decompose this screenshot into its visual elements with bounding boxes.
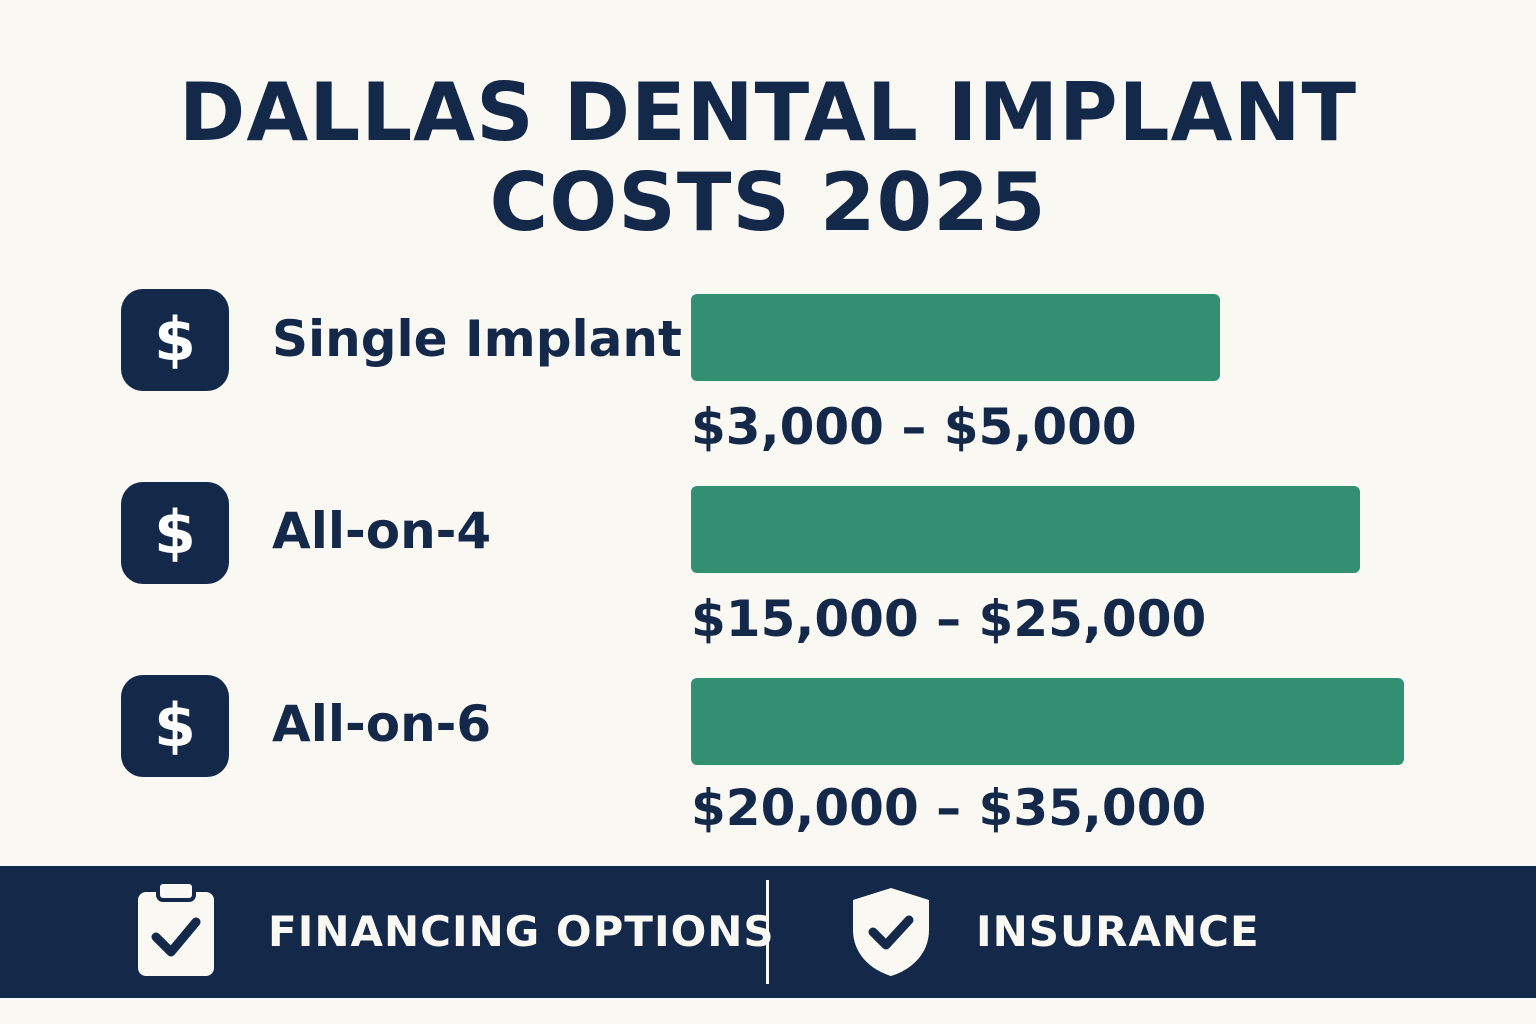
cost-bar bbox=[691, 678, 1404, 765]
footer-divider bbox=[766, 880, 769, 984]
shield-check-icon bbox=[853, 888, 929, 976]
cost-row-all-on-4: $ All-on-4 $15,000 – $25,000 bbox=[0, 482, 1536, 662]
dollar-icon: $ bbox=[121, 482, 229, 584]
insurance-label: INSURANCE bbox=[976, 907, 1260, 956]
dollar-icon: $ bbox=[121, 675, 229, 777]
cost-range-label: $15,000 – $25,000 bbox=[691, 590, 1207, 648]
cost-range-label: $3,000 – $5,000 bbox=[691, 398, 1137, 456]
dollar-icon: $ bbox=[121, 289, 229, 391]
title-line-1: DALLAS DENTAL IMPLANT bbox=[178, 66, 1358, 159]
clipboard-check-icon bbox=[138, 882, 214, 976]
cost-range-label: $20,000 – $35,000 bbox=[691, 779, 1207, 837]
row-label: All-on-4 bbox=[272, 502, 492, 560]
financing-options-label: FINANCING OPTIONS bbox=[268, 907, 775, 956]
row-label: Single Implant bbox=[272, 310, 682, 368]
title-line-2: COSTS 2025 bbox=[489, 156, 1047, 249]
cost-bar bbox=[691, 294, 1220, 381]
page-title: DALLAS DENTAL IMPLANT COSTS 2025 bbox=[0, 68, 1536, 248]
cost-row-all-on-6: $ All-on-6 $20,000 – $35,000 bbox=[0, 675, 1536, 855]
footer-banner: FINANCING OPTIONS INSURANCE bbox=[0, 866, 1536, 998]
cost-bar bbox=[691, 486, 1360, 573]
row-label: All-on-6 bbox=[272, 695, 492, 753]
cost-row-single-implant: $ Single Implant $3,000 – $5,000 bbox=[0, 289, 1536, 469]
